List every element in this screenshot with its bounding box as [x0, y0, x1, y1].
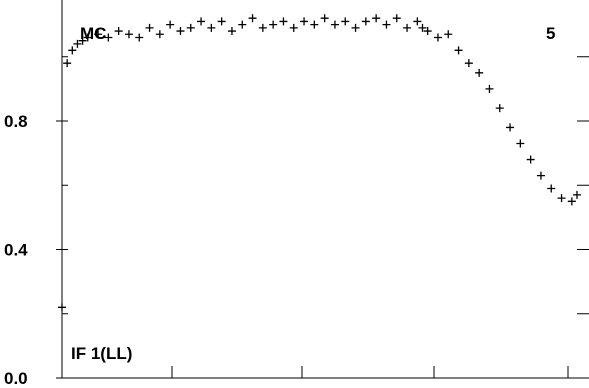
data-point: [382, 20, 391, 29]
data-point: [567, 197, 576, 206]
data-point: [485, 84, 494, 93]
data-point: [330, 20, 339, 29]
data-point: [289, 23, 298, 32]
tick-labels: 0.0 0.4 0.8: [4, 112, 28, 388]
data-point: [94, 30, 103, 39]
data-point: [423, 27, 432, 36]
data-point: [475, 68, 484, 77]
data-points: [58, 14, 581, 312]
data-point: [78, 36, 87, 45]
data-point: [238, 20, 247, 29]
data-point: [186, 23, 195, 32]
data-point: [248, 14, 257, 23]
y-tick-label: 0.8: [4, 112, 28, 131]
data-point: [207, 23, 216, 32]
data-point: [68, 46, 77, 55]
data-point: [258, 23, 267, 32]
annotation-top-left: MC: [80, 24, 106, 43]
data-point: [135, 33, 144, 42]
data-point: [403, 23, 412, 32]
data-point: [104, 33, 113, 42]
y-tick-label: 0.4: [4, 241, 28, 260]
y-tick-label: 0.0: [4, 369, 28, 388]
data-point: [557, 194, 566, 203]
ticks: [56, 56, 589, 379]
data-point: [506, 123, 515, 132]
data-point: [63, 59, 72, 68]
data-point: [300, 17, 309, 26]
data-point: [217, 17, 226, 26]
data-point: [166, 20, 175, 29]
data-point: [310, 20, 319, 29]
data-point: [418, 23, 427, 32]
data-point: [341, 17, 350, 26]
data-point: [413, 17, 422, 26]
annotation-bottom-left: IF 1(LL): [71, 344, 132, 363]
data-point: [114, 27, 123, 36]
annotation-top-right: 5: [546, 24, 555, 43]
data-point: [536, 171, 545, 180]
data-point: [573, 190, 581, 199]
data-point: [176, 27, 185, 36]
data-point: [83, 33, 92, 42]
data-point: [124, 30, 133, 39]
data-point: [197, 17, 206, 26]
data-point: [320, 14, 329, 23]
data-point: [526, 155, 535, 164]
data-point: [547, 184, 556, 193]
axes: [61, 0, 589, 379]
data-point: [464, 59, 473, 68]
data-point: [145, 23, 154, 32]
data-point: [392, 14, 401, 23]
data-point: [351, 23, 360, 32]
data-point: [516, 139, 525, 148]
data-point: [361, 17, 370, 26]
data-point: [227, 27, 236, 36]
data-point: [433, 33, 442, 42]
data-point: [73, 39, 82, 48]
data-point: [495, 104, 504, 113]
data-point: [279, 17, 288, 26]
data-point: [444, 30, 453, 39]
data-point: [372, 14, 381, 23]
data-point: [269, 20, 278, 29]
data-point: [58, 303, 66, 312]
data-point: [454, 46, 463, 55]
data-point: [155, 30, 164, 39]
